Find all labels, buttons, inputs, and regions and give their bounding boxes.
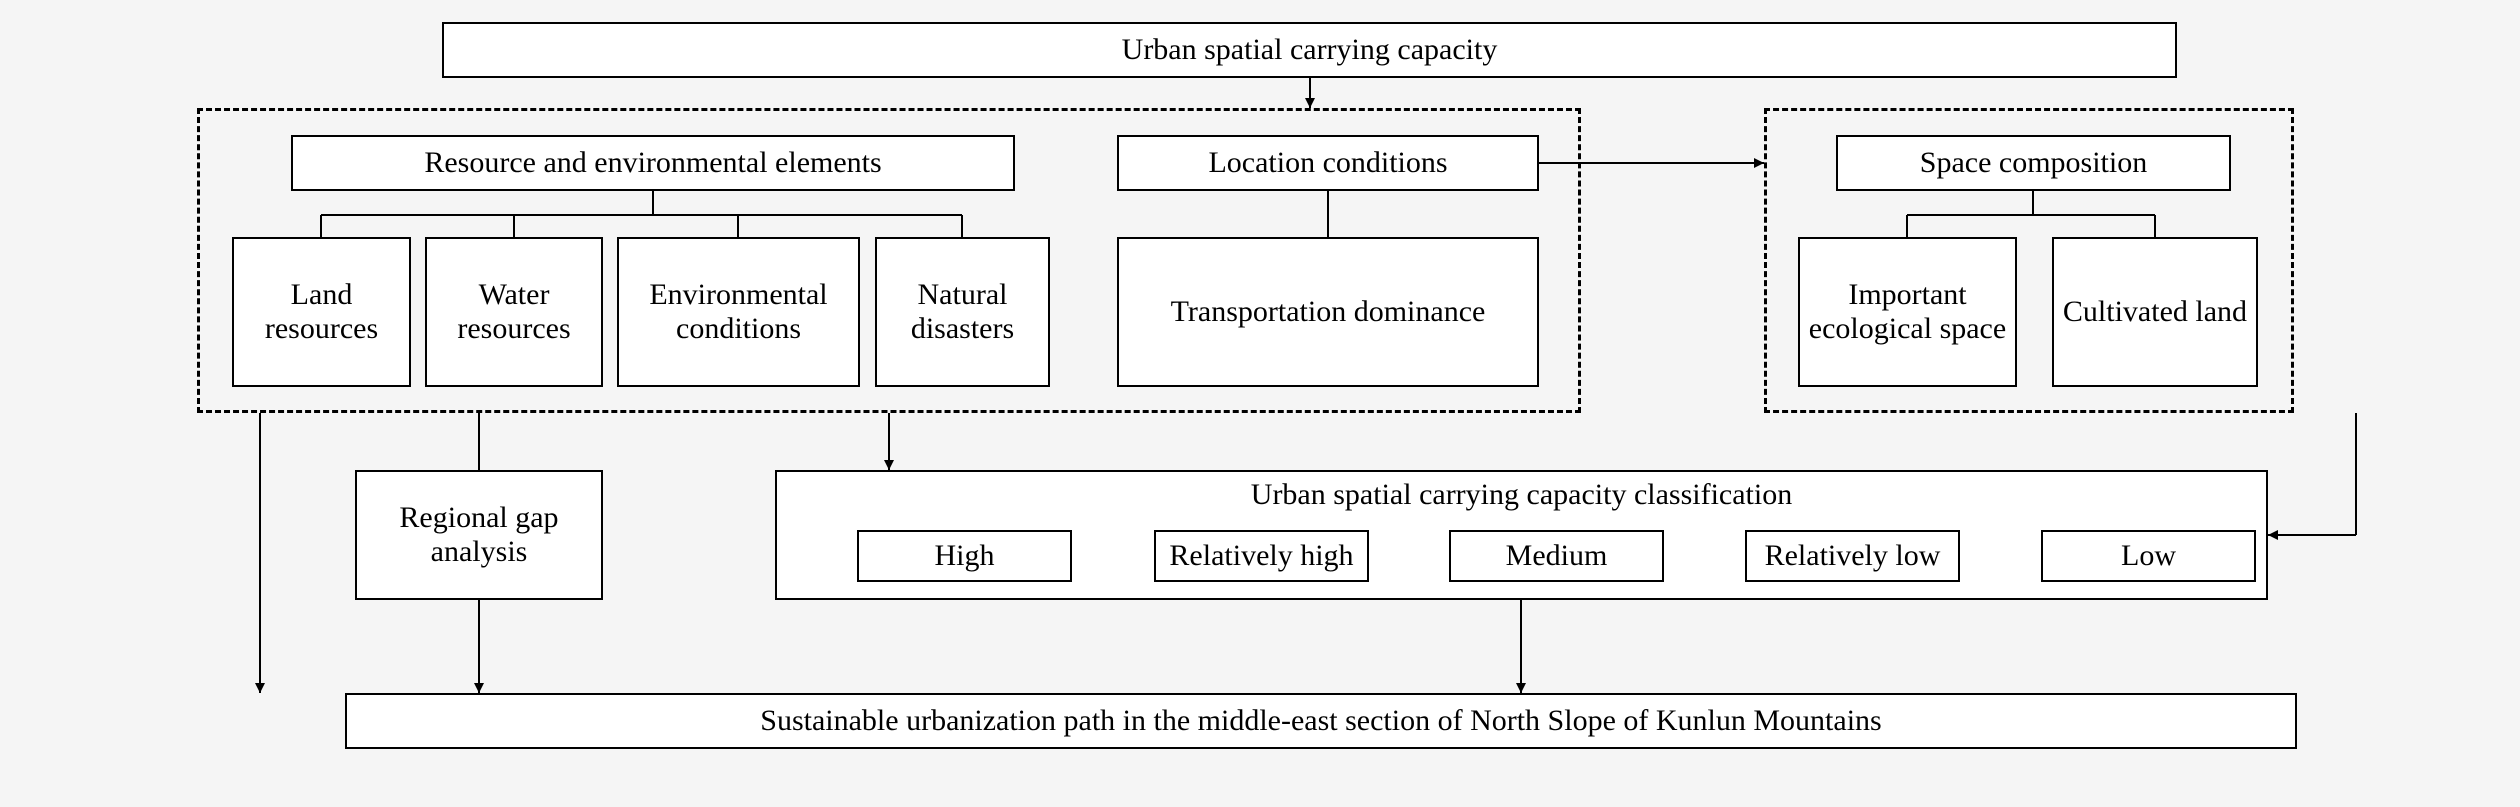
- location-node: Location conditions: [1117, 135, 1539, 191]
- land-resources-node: Land resources: [232, 237, 411, 387]
- sustainable-path-node: Sustainable urbanization path in the mid…: [345, 693, 2297, 749]
- root-node: Urban spatial carrying capacity: [442, 22, 2177, 78]
- class-low: Low: [2041, 530, 2256, 582]
- class-medium: Medium: [1449, 530, 1664, 582]
- classification-title: Urban spatial carrying capacity classifi…: [775, 478, 2268, 512]
- resources-node: Resource and environmental elements: [291, 135, 1015, 191]
- ecological-space-node: Important ecological space: [1798, 237, 2017, 387]
- water-resources-node: Water resources: [425, 237, 603, 387]
- class-high: High: [857, 530, 1072, 582]
- cultivated-land-node: Cultivated land: [2052, 237, 2258, 387]
- class-relatively-low: Relatively low: [1745, 530, 1960, 582]
- environmental-conditions-node: Environmental conditions: [617, 237, 860, 387]
- natural-disasters-node: Natural disasters: [875, 237, 1050, 387]
- regional-gap-node: Regional gap analysis: [355, 470, 603, 600]
- space-node: Space composition: [1836, 135, 2231, 191]
- class-relatively-high: Relatively high: [1154, 530, 1369, 582]
- transportation-dominance-node: Transportation dominance: [1117, 237, 1539, 387]
